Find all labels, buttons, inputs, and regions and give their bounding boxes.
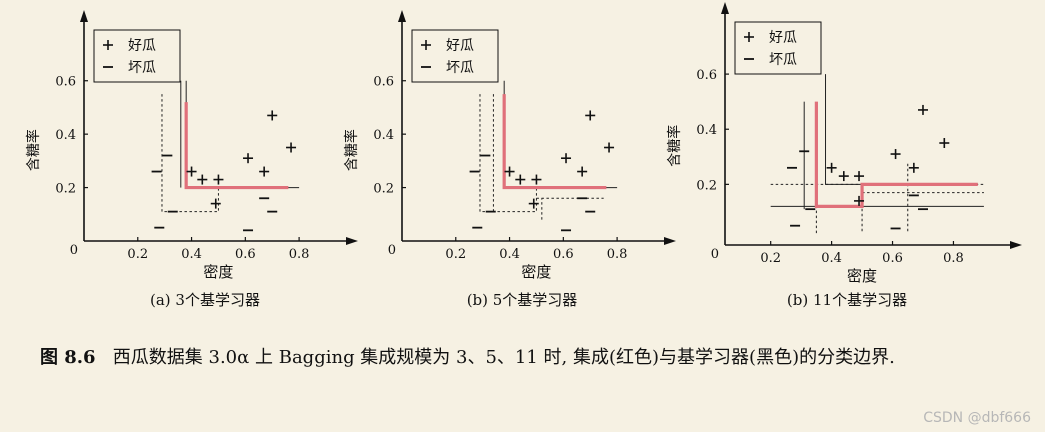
- caption-label: 图 8.6: [40, 347, 96, 368]
- y-tick-label: 0.4: [696, 123, 717, 138]
- origin-label: 0: [388, 243, 396, 258]
- good-melon-point: [197, 174, 208, 185]
- x-tick-label: 0.4: [821, 251, 842, 266]
- figure-caption: 图 8.6 西瓜数据集 3.0α 上 Bagging 集成规模为 3、5、11 …: [40, 343, 1030, 373]
- base-learner-boundary: [479, 94, 537, 213]
- good-melon-point: [267, 110, 278, 121]
- x-tick-label: 0.6: [235, 247, 256, 262]
- subplot-caption: (a) 3个基学习器: [150, 291, 260, 309]
- legend-plus-marker: [103, 40, 113, 50]
- legend-label: 坏瓜: [769, 52, 797, 68]
- ensemble-boundary: [814, 101, 978, 209]
- legend-box: [411, 29, 499, 83]
- x-tick-label: 0.6: [882, 251, 903, 266]
- y-tick-label: 0.6: [696, 68, 717, 83]
- good-melon-point: [213, 174, 224, 185]
- caption-text: 西瓜数据集 3.0α 上 Bagging 集成规模为 3、5、11 时, 集成(…: [112, 347, 895, 368]
- good-melon-point: [259, 166, 270, 177]
- legend-label: 坏瓜: [446, 60, 474, 76]
- good-melon-point: [908, 162, 919, 173]
- legend-box: [734, 21, 822, 75]
- x-tick-label: 0.4: [181, 247, 202, 262]
- base-learner-boundary: [503, 80, 618, 189]
- y-axis-label: 含糖率: [666, 125, 683, 167]
- ensemble-boundary: [502, 94, 607, 190]
- good-melon-point: [528, 198, 539, 209]
- subplot-caption: (b) 11个基学习器: [787, 291, 907, 309]
- x-axis-arrow: [1010, 241, 1022, 249]
- x-tick-label: 0.8: [943, 251, 964, 266]
- good-melon-point: [515, 174, 526, 185]
- good-melon-point: [854, 195, 865, 206]
- good-melon-point: [585, 110, 596, 121]
- x-tick-label: 0.4: [499, 247, 520, 262]
- y-tick-label: 0.2: [55, 182, 76, 197]
- y-axis-label: 含糖率: [343, 129, 360, 171]
- good-melon-point: [838, 171, 849, 182]
- base-learner-boundary: [825, 74, 978, 185]
- subplot-caption: (b) 5个基学习器: [467, 291, 578, 309]
- x-tick-label: 0.8: [607, 247, 628, 262]
- x-tick-label: 0.2: [127, 247, 148, 262]
- good-melon-point: [531, 174, 542, 185]
- chart-3: 0 0.2 0.4 0.6 0.8 0.2 0.4 0.6 密度 含糖率 (b) 11个基学习器 好瓜…: [666, 2, 1022, 309]
- y-tick-label: 0.4: [55, 128, 76, 143]
- origin-label: 0: [711, 247, 719, 262]
- good-melon-point: [286, 142, 297, 153]
- good-melon-point: [917, 104, 928, 115]
- good-melon-point: [504, 166, 515, 177]
- y-axis-arrow: [80, 10, 88, 22]
- good-melon-point: [604, 142, 615, 153]
- x-axis-arrow: [664, 237, 676, 245]
- good-melon-point: [577, 166, 588, 177]
- good-melon-point: [210, 198, 221, 209]
- legend-box: [93, 29, 181, 83]
- legend-label: 好瓜: [446, 38, 474, 54]
- good-melon-point: [826, 162, 837, 173]
- x-tick-label: 0.8: [289, 247, 310, 262]
- legend-plus-marker: [421, 40, 431, 50]
- legend-label: 坏瓜: [128, 60, 156, 76]
- y-tick-label: 0.2: [696, 178, 717, 193]
- good-melon-point: [243, 153, 254, 164]
- x-tick-label: 0.2: [445, 247, 466, 262]
- y-tick-label: 0.6: [55, 75, 76, 90]
- x-axis-label: 密度: [203, 263, 233, 281]
- x-axis-arrow: [346, 237, 358, 245]
- x-axis-label: 密度: [847, 267, 877, 285]
- x-tick-label: 0.2: [760, 251, 781, 266]
- legend-plus-marker: [744, 32, 754, 42]
- good-melon-point: [854, 171, 865, 182]
- watermark: CSDN @dbf666: [923, 410, 1031, 426]
- ensemble-boundary: [184, 102, 289, 190]
- good-melon-point: [890, 149, 901, 160]
- x-tick-label: 0.6: [553, 247, 574, 262]
- origin-label: 0: [70, 243, 78, 258]
- y-axis-arrow: [398, 10, 406, 22]
- base-learner-boundary: [185, 80, 300, 189]
- good-melon-point: [186, 166, 197, 177]
- y-tick-label: 0.6: [373, 75, 394, 90]
- y-tick-label: 0.2: [373, 182, 394, 197]
- good-melon-point: [561, 153, 572, 164]
- x-axis-label: 密度: [521, 263, 551, 281]
- legend-label: 好瓜: [128, 38, 156, 54]
- y-tick-label: 0.4: [373, 128, 394, 143]
- base-learner-boundary: [161, 94, 219, 213]
- legend-label: 好瓜: [769, 30, 797, 46]
- good-melon-point: [939, 138, 950, 149]
- y-axis-arrow: [721, 2, 729, 14]
- y-axis-label: 含糖率: [25, 129, 42, 171]
